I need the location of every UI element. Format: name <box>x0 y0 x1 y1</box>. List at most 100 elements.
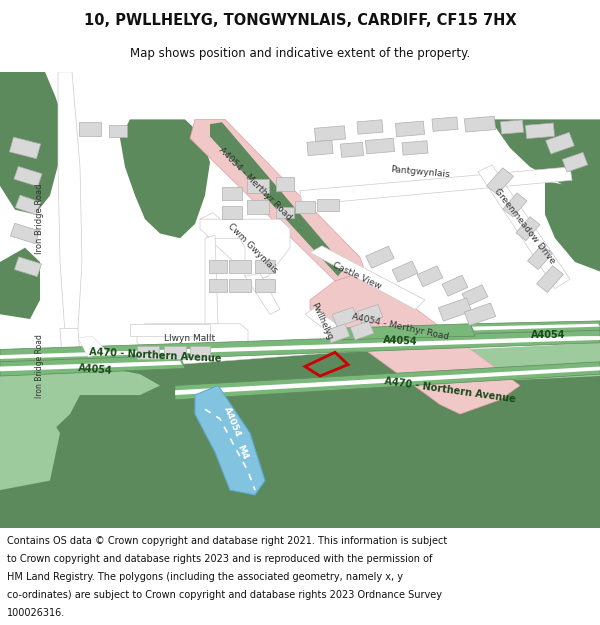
Polygon shape <box>545 181 600 271</box>
Polygon shape <box>120 119 210 238</box>
Text: Pantgwynlais: Pantgwynlais <box>390 164 450 179</box>
Polygon shape <box>0 352 600 528</box>
Polygon shape <box>320 329 520 352</box>
Text: Cwm Gwynlais: Cwm Gwynlais <box>226 221 280 274</box>
Polygon shape <box>0 364 160 395</box>
Polygon shape <box>245 273 280 314</box>
FancyBboxPatch shape <box>395 121 425 137</box>
FancyBboxPatch shape <box>462 285 488 306</box>
FancyBboxPatch shape <box>222 187 242 200</box>
FancyBboxPatch shape <box>10 223 40 244</box>
FancyBboxPatch shape <box>314 126 346 141</box>
Polygon shape <box>0 248 40 319</box>
FancyBboxPatch shape <box>79 122 101 136</box>
FancyBboxPatch shape <box>222 206 242 219</box>
FancyBboxPatch shape <box>464 116 496 132</box>
Text: 10, PWLLHELYG, TONGWYNLAIS, CARDIFF, CF15 7HX: 10, PWLLHELYG, TONGWYNLAIS, CARDIFF, CF1… <box>83 12 517 28</box>
FancyBboxPatch shape <box>164 346 186 359</box>
FancyBboxPatch shape <box>432 117 458 131</box>
Text: to Crown copyright and database rights 2023 and is reproduced with the permissio: to Crown copyright and database rights 2… <box>7 554 433 564</box>
Polygon shape <box>0 336 600 359</box>
Polygon shape <box>305 308 352 342</box>
FancyBboxPatch shape <box>276 207 294 218</box>
Text: Contains OS data © Crown copyright and database right 2021. This information is : Contains OS data © Crown copyright and d… <box>7 536 448 546</box>
Text: Iron Bridge Road: Iron Bridge Road <box>35 184 44 254</box>
Text: HM Land Registry. The polygons (including the associated geometry, namely x, y: HM Land Registry. The polygons (includin… <box>7 572 403 582</box>
Polygon shape <box>300 167 572 205</box>
Polygon shape <box>490 119 600 196</box>
FancyBboxPatch shape <box>392 261 418 282</box>
FancyBboxPatch shape <box>439 298 472 321</box>
FancyBboxPatch shape <box>295 201 315 212</box>
Polygon shape <box>58 72 82 333</box>
FancyBboxPatch shape <box>10 137 41 159</box>
Polygon shape <box>137 324 248 349</box>
Text: A470 - Northern Avenue: A470 - Northern Avenue <box>89 347 221 364</box>
FancyBboxPatch shape <box>247 200 269 214</box>
Text: A4054: A4054 <box>383 335 418 347</box>
Text: A4054: A4054 <box>222 405 242 438</box>
Polygon shape <box>0 361 182 371</box>
FancyBboxPatch shape <box>487 168 514 194</box>
Polygon shape <box>190 119 365 281</box>
FancyBboxPatch shape <box>15 195 41 215</box>
Text: 100026316.: 100026316. <box>7 608 65 618</box>
Polygon shape <box>90 338 340 366</box>
FancyBboxPatch shape <box>190 346 210 359</box>
FancyBboxPatch shape <box>229 260 251 273</box>
FancyBboxPatch shape <box>307 140 333 156</box>
Polygon shape <box>130 324 210 336</box>
FancyBboxPatch shape <box>247 179 269 192</box>
Polygon shape <box>0 331 600 364</box>
FancyBboxPatch shape <box>276 177 294 191</box>
FancyBboxPatch shape <box>526 123 554 139</box>
FancyBboxPatch shape <box>442 275 468 296</box>
Polygon shape <box>330 324 475 340</box>
FancyBboxPatch shape <box>14 166 42 186</box>
Polygon shape <box>195 386 265 495</box>
FancyBboxPatch shape <box>503 193 527 217</box>
FancyBboxPatch shape <box>417 266 443 287</box>
FancyBboxPatch shape <box>357 304 383 324</box>
Text: Iron Bridge Road: Iron Bridge Road <box>35 334 44 399</box>
FancyBboxPatch shape <box>545 132 574 154</box>
FancyBboxPatch shape <box>350 321 374 340</box>
Polygon shape <box>60 329 80 359</box>
Text: Map shows position and indicative extent of the property.: Map shows position and indicative extent… <box>130 48 470 61</box>
Text: A470 - Northern Avenue: A470 - Northern Avenue <box>384 376 516 404</box>
Polygon shape <box>472 324 600 331</box>
FancyBboxPatch shape <box>402 141 428 155</box>
FancyBboxPatch shape <box>255 279 275 292</box>
Polygon shape <box>78 336 108 357</box>
FancyBboxPatch shape <box>326 324 350 342</box>
FancyBboxPatch shape <box>332 308 358 327</box>
FancyBboxPatch shape <box>536 266 563 292</box>
Text: A4054 - Merthyr Road: A4054 - Merthyr Road <box>217 146 293 222</box>
FancyBboxPatch shape <box>464 303 496 326</box>
FancyBboxPatch shape <box>366 246 394 268</box>
FancyBboxPatch shape <box>357 120 383 134</box>
Polygon shape <box>410 342 600 381</box>
FancyBboxPatch shape <box>209 279 227 292</box>
Polygon shape <box>200 219 290 281</box>
Polygon shape <box>175 362 600 400</box>
FancyBboxPatch shape <box>14 257 41 277</box>
FancyBboxPatch shape <box>317 199 339 211</box>
FancyBboxPatch shape <box>229 279 251 292</box>
FancyBboxPatch shape <box>500 120 524 134</box>
FancyBboxPatch shape <box>109 125 127 136</box>
Polygon shape <box>205 236 218 324</box>
Text: A4054: A4054 <box>77 363 113 376</box>
FancyBboxPatch shape <box>527 245 553 269</box>
FancyBboxPatch shape <box>516 217 540 241</box>
Text: co-ordinates) are subject to Crown copyright and database rights 2023 Ordnance S: co-ordinates) are subject to Crown copyr… <box>7 589 442 599</box>
Polygon shape <box>0 355 185 376</box>
Polygon shape <box>310 246 425 309</box>
FancyBboxPatch shape <box>340 142 364 158</box>
Text: Pwllhelyg: Pwllhelyg <box>310 301 335 341</box>
Polygon shape <box>470 321 600 333</box>
Text: Llwyn Mallt: Llwyn Mallt <box>164 334 215 342</box>
Polygon shape <box>210 122 345 276</box>
Polygon shape <box>478 165 570 289</box>
Polygon shape <box>200 213 268 281</box>
